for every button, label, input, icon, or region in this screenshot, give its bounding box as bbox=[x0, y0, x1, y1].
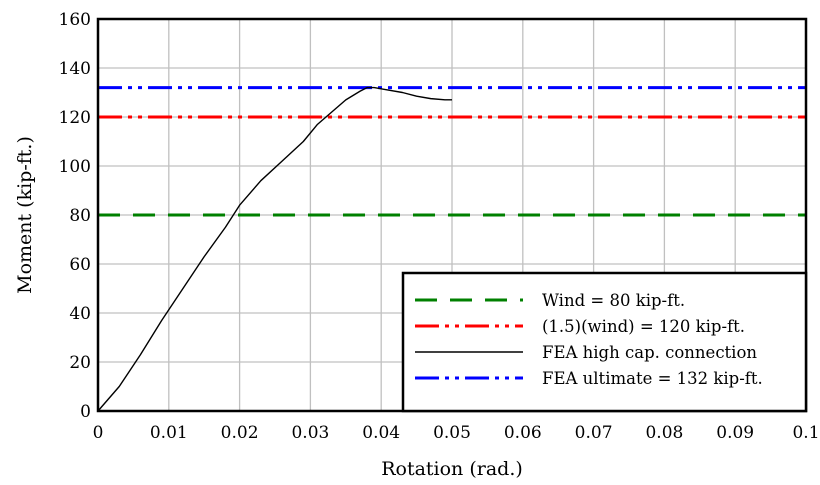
y-tick-label: 100 bbox=[59, 157, 91, 177]
y-tick-label: 20 bbox=[69, 353, 91, 373]
y-tick-label: 60 bbox=[69, 255, 91, 275]
legend-label-2: (1.5)(wind) = 120 kip-ft. bbox=[542, 317, 745, 336]
x-tick-label: 0.06 bbox=[504, 423, 542, 443]
legend: Wind = 80 kip-ft. (1.5)(wind) = 120 kip-f… bbox=[401, 271, 808, 413]
y-tick-label: 80 bbox=[69, 206, 91, 226]
x-tick-label: 0.03 bbox=[291, 423, 329, 443]
reference-lines bbox=[98, 86, 806, 217]
legend-label-1: Wind = 80 kip-ft. bbox=[542, 291, 685, 310]
y-axis-title: Moment (kip-ft.) bbox=[14, 136, 36, 294]
x-tick-label: 0.1 bbox=[792, 423, 819, 443]
legend-label-3: FEA high cap. connection bbox=[542, 343, 757, 362]
legend-box bbox=[401, 271, 808, 413]
y-tick-label: 140 bbox=[59, 59, 91, 79]
y-tick-label: 160 bbox=[59, 10, 91, 30]
x-tick-label: 0.01 bbox=[150, 423, 188, 443]
x-tick-label: 0.04 bbox=[362, 423, 400, 443]
data-curves bbox=[97, 86, 452, 412]
x-axis-title: Rotation (rad.) bbox=[381, 458, 523, 480]
x-tick-label: 0.05 bbox=[433, 423, 471, 443]
y-tick-label: 40 bbox=[69, 304, 91, 324]
y-tick-label: 0 bbox=[80, 402, 91, 422]
x-tick-label: 0 bbox=[93, 423, 104, 443]
x-tick-label: 0.08 bbox=[645, 423, 683, 443]
x-tick-label: 0.07 bbox=[575, 423, 613, 443]
legend-label-4: FEA ultimate = 132 kip-ft. bbox=[542, 369, 763, 388]
series-line-3 bbox=[97, 86, 452, 412]
x-tick-label: 0.09 bbox=[716, 423, 754, 443]
y-tick-label: 120 bbox=[59, 108, 91, 128]
x-axis-ticks: 0 0.01 0.02 0.03 0.04 0.05 0.06 0.07 0.08 0.09 0.1 bbox=[93, 423, 820, 443]
y-axis-ticks: 0 20 40 60 80 100 120 140 160 bbox=[59, 10, 91, 422]
x-tick-label: 0.02 bbox=[221, 423, 259, 443]
